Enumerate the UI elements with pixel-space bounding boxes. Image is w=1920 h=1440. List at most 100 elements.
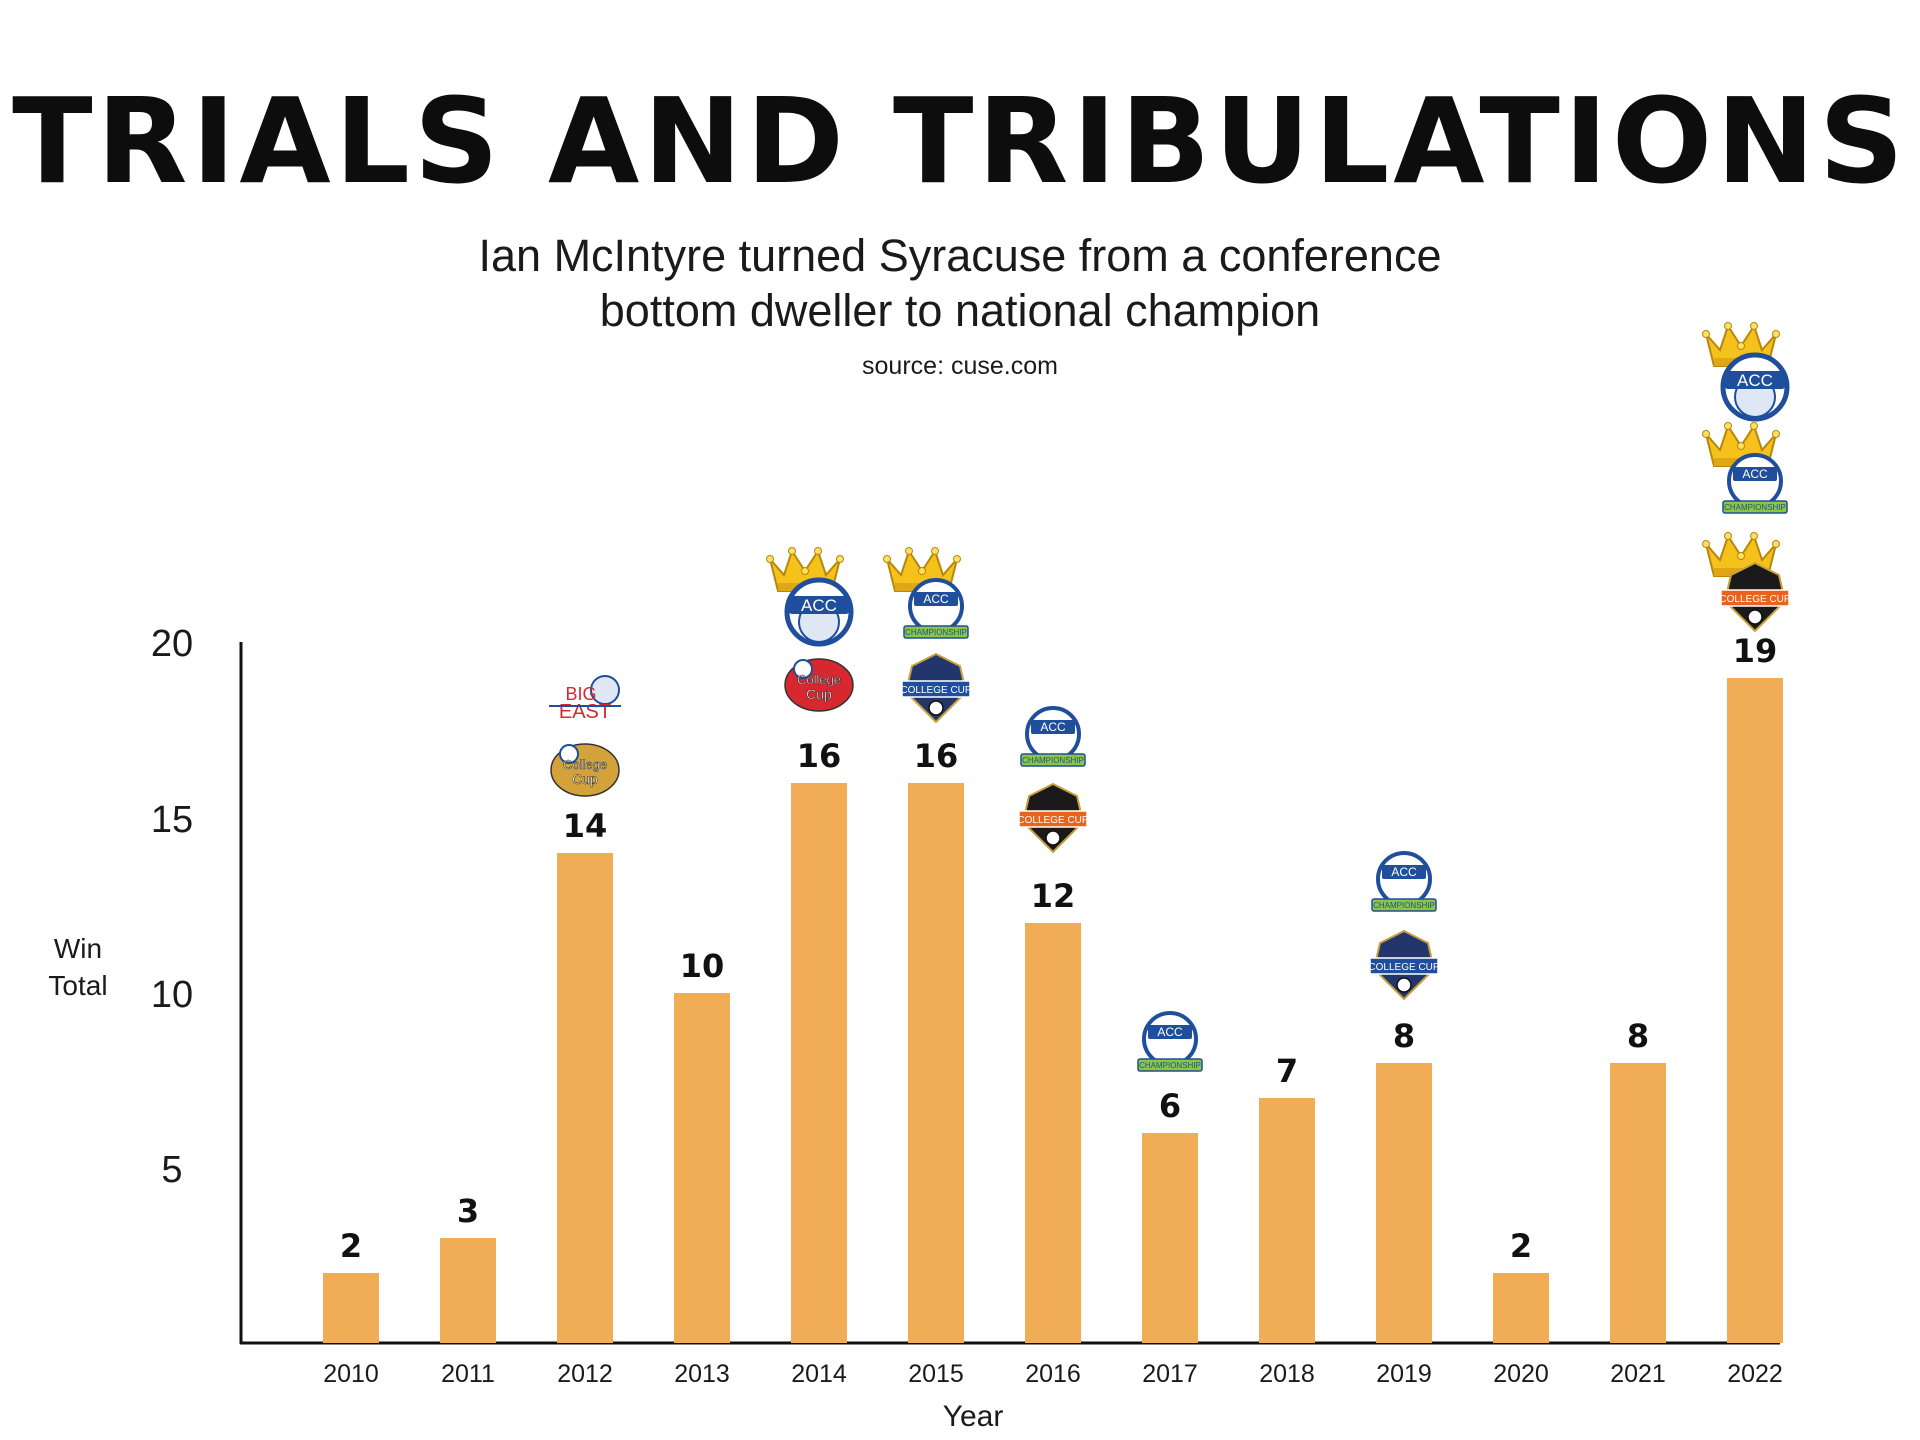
college-cup-text: Cup [806, 686, 832, 702]
acc-banner [1031, 720, 1075, 734]
x-axis-label: Year [943, 1400, 1004, 1433]
ncaa-college-cup-logo: COLLEGE CUP [1017, 782, 1089, 854]
acc-banner [1148, 1025, 1192, 1039]
acc-logo-text: ACC [1737, 371, 1773, 390]
college-cup-text: Cup [572, 771, 598, 787]
soccer-ball [1045, 830, 1061, 846]
acc-banner [789, 596, 849, 614]
crown-jewel [1750, 322, 1758, 330]
y-tick-label: 15 [151, 799, 193, 841]
championship-text: CHAMPIONSHIP [1022, 756, 1084, 765]
crown-jewel [836, 555, 844, 563]
championship-text: CHAMPIONSHIP [1724, 503, 1786, 512]
chart-title: TRIALS AND TRIBULATIONS [12, 72, 1908, 210]
acc-championship-logo: ACC CHAMPIONSHIP [883, 547, 969, 639]
championship-ribbon [1020, 753, 1086, 767]
crown-jewel [1724, 322, 1732, 330]
championship-text: CHAMPIONSHIP [1139, 1061, 1201, 1070]
acc-logo-text: ACC [1391, 865, 1417, 879]
college-cup-text: COLLEGE CUP [900, 685, 971, 696]
college-cup-text: College [563, 757, 607, 772]
bar [1610, 1063, 1666, 1343]
bar-value-label: 16 [797, 737, 842, 775]
x-tick-label: 2021 [1610, 1360, 1666, 1388]
x-tick-label: 2022 [1727, 1360, 1783, 1388]
ncaa-college-cup-logo: COLLEGE CUP [900, 652, 972, 724]
bar [908, 783, 964, 1343]
cup-banner [1720, 589, 1790, 607]
bar [440, 1238, 496, 1343]
acc-logo-text: ACC [1157, 1025, 1183, 1039]
x-tick-label: 2015 [908, 1360, 964, 1388]
x-tick-label: 2011 [441, 1360, 495, 1388]
bar-value-label: 6 [1159, 1087, 1181, 1125]
chart-subtitle: Ian McIntyre turned Syracuse from a conf… [0, 228, 1920, 338]
crown-jewel [1724, 532, 1732, 540]
acc-championship-logo: ACC CHAMPIONSHIP [1702, 422, 1788, 514]
championship-ribbon [1722, 500, 1788, 514]
acc-logo-text: ACC [1742, 467, 1768, 481]
x-tick-label: 2016 [1025, 1360, 1081, 1388]
acc-logo-text: ACC [923, 592, 949, 606]
acc-championship-logo: ACC CHAMPIONSHIP [1137, 1011, 1203, 1072]
championship-ribbon [1371, 898, 1437, 912]
acc-banner [1382, 865, 1426, 879]
crown-jewel [814, 547, 822, 555]
crown-jewel [788, 547, 796, 555]
y-tick-label: 10 [151, 974, 193, 1016]
bar [557, 853, 613, 1343]
bar-value-label: 19 [1733, 632, 1778, 670]
crown-jewel [918, 567, 926, 575]
bar [1025, 923, 1081, 1343]
bar-value-label: 7 [1276, 1052, 1298, 1090]
x-tick-label: 2020 [1493, 1360, 1549, 1388]
bar-value-label: 12 [1031, 877, 1076, 915]
acc-championship-logo: ACC CHAMPIONSHIP [1371, 851, 1437, 912]
college-cup-text: COLLEGE CUP [1368, 962, 1439, 973]
crown-jewel [1772, 330, 1780, 338]
soccer-ball [590, 675, 620, 705]
cup-banner [1018, 810, 1088, 828]
bar-value-label: 8 [1393, 1017, 1415, 1055]
bar [1142, 1133, 1198, 1343]
x-tick-label: 2018 [1259, 1360, 1315, 1388]
y-axis-label: Total [48, 970, 107, 1001]
crown-jewel [1702, 540, 1710, 548]
subtitle-line-1: Ian McIntyre turned Syracuse from a conf… [478, 230, 1442, 281]
crown-jewel [1750, 422, 1758, 430]
x-tick-label: 2012 [557, 1360, 613, 1388]
x-tick-label: 2013 [674, 1360, 730, 1388]
y-tick-label: 5 [161, 1149, 182, 1191]
soccer-ball [1747, 609, 1763, 625]
crown-jewel [1702, 430, 1710, 438]
crown-jewel [1750, 532, 1758, 540]
bar-value-label: 2 [340, 1227, 362, 1265]
acc-logo: ACC [766, 547, 854, 647]
soccer-ball [928, 700, 944, 716]
ncaa-college-cup-logo: COLLEGE CUP [1702, 532, 1791, 633]
big-east-text: EAST [559, 701, 611, 723]
college-cup-text: College [797, 672, 841, 687]
crown-jewel [905, 547, 913, 555]
ncaa-seal [559, 744, 579, 764]
crown-jewel [931, 547, 939, 555]
bar [674, 993, 730, 1343]
crown-jewel [1724, 422, 1732, 430]
cup-banner [1369, 957, 1439, 975]
bar [323, 1273, 379, 1343]
ncaa-college-cup-logo: COLLEGE CUP [1368, 929, 1440, 1001]
acc-championship-logo: ACC CHAMPIONSHIP [1020, 706, 1086, 767]
crown-jewel [801, 567, 809, 575]
x-tick-label: 2017 [1142, 1360, 1198, 1388]
big-east-text: BIG [565, 684, 596, 704]
acc-banner [1725, 371, 1785, 389]
crown-jewel [1737, 442, 1745, 450]
crown-jewel [1772, 540, 1780, 548]
bar-value-label: 2 [1510, 1227, 1532, 1265]
x-tick-label: 2014 [791, 1360, 847, 1388]
acc-banner [914, 592, 958, 606]
bar-value-label: 3 [457, 1192, 479, 1230]
